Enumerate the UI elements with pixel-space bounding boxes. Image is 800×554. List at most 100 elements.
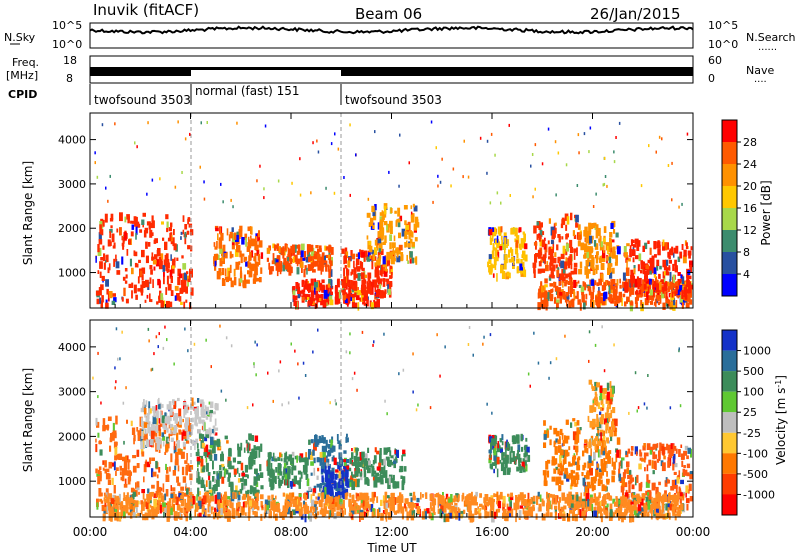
range-gate-echo (321, 259, 324, 269)
range-gate-echo (313, 262, 316, 267)
range-gate-echo (364, 274, 367, 279)
range-gate-echo (194, 509, 197, 517)
sparse-echo (200, 121, 202, 125)
range-gate-echo (380, 467, 384, 474)
range-gate-echo (226, 276, 229, 283)
range-gate-echo (586, 230, 590, 238)
range-gate-echo (557, 256, 560, 264)
range-gate-echo (167, 438, 170, 442)
range-gate-echo (395, 449, 399, 458)
range-gate-echo (292, 290, 296, 296)
range-gate-echo (553, 427, 558, 435)
scatter-region-1 (95, 212, 194, 310)
range-gate-echo (404, 242, 407, 248)
range-gate-echo (162, 237, 165, 241)
range-gate-echo (612, 294, 615, 300)
sparse-echo (264, 124, 267, 128)
range-gate-echo (409, 251, 413, 258)
range-gate-echo (141, 219, 145, 225)
sparse-echo (576, 184, 579, 187)
range-gate-echo (651, 293, 655, 301)
range-gate-echo (200, 479, 205, 488)
range-gate-echo (680, 503, 684, 510)
range-gate-echo (655, 501, 657, 509)
range-gate-echo (165, 489, 169, 497)
range-gate-echo (126, 492, 129, 497)
sparse-echo (450, 184, 452, 188)
range-gate-echo (553, 468, 557, 474)
range-gate-echo (402, 476, 405, 484)
sparse-echo (349, 193, 351, 197)
range-gate-echo (413, 223, 418, 231)
range-gate-echo (343, 450, 347, 454)
range-gate-echo (678, 486, 681, 490)
range-gate-echo (561, 467, 563, 474)
range-gate-echo (329, 265, 332, 271)
range-gate-echo (663, 455, 666, 460)
range-gate-echo (219, 239, 223, 244)
range-gate-echo (560, 253, 565, 260)
range-gate-echo (544, 290, 548, 298)
range-gate-echo (673, 471, 677, 475)
sparse-echo (557, 151, 560, 155)
range-gate-echo (558, 235, 561, 242)
sparse-echo (554, 140, 557, 144)
range-gate-echo (541, 239, 546, 248)
range-gate-echo (164, 493, 167, 501)
range-gate-echo (156, 505, 160, 509)
range-gate-echo (615, 496, 618, 501)
range-gate-echo (316, 483, 321, 488)
range-gate-echo (228, 472, 231, 478)
range-gate-echo (640, 507, 644, 512)
range-gate-echo (641, 285, 645, 293)
range-gate-echo (352, 297, 355, 303)
range-gate-echo (113, 461, 116, 471)
range-gate-echo (253, 500, 257, 506)
range-gate-echo (337, 465, 340, 470)
range-gate-echo (659, 442, 662, 451)
range-gate-echo (679, 251, 683, 259)
freq-label-line2: [MHz] (6, 69, 38, 82)
range-gate-echo (185, 464, 188, 471)
range-gate-echo (412, 495, 416, 501)
range-gate-echo (374, 301, 377, 308)
range-gate-echo (489, 233, 492, 240)
range-gate-echo (388, 259, 390, 266)
range-gate-echo (115, 254, 117, 262)
range-gate-echo (566, 301, 568, 307)
range-gate-echo (394, 449, 396, 454)
range-gate-echo (385, 470, 388, 479)
range-gate-echo (150, 439, 154, 444)
range-gate-echo (191, 417, 194, 423)
range-gate-echo (273, 476, 276, 483)
range-gate-echo (680, 444, 683, 448)
range-gate-echo (629, 245, 632, 251)
range-gate-echo (157, 278, 161, 286)
range-gate-echo (254, 493, 257, 497)
range-gate-echo (667, 283, 672, 289)
range-gate-echo (247, 489, 250, 494)
range-gate-echo (348, 296, 351, 304)
range-gate-echo (306, 478, 310, 487)
range-gate-echo (275, 495, 277, 500)
range-gate-echo (563, 456, 567, 464)
freq-right-tick-bottom: 0 (708, 72, 715, 85)
range-gate-echo (641, 458, 645, 462)
range-gate-echo (98, 287, 102, 296)
range-gate-echo (595, 224, 599, 230)
range-gate-echo (286, 506, 291, 515)
range-gate-echo (99, 224, 102, 234)
range-gate-echo (655, 283, 659, 293)
range-gate-echo (609, 271, 613, 279)
range-gate-echo (293, 501, 297, 507)
range-gate-echo (622, 272, 626, 281)
range-gate-echo (673, 252, 675, 258)
range-gate-echo (652, 500, 656, 510)
range-gate-echo (502, 467, 507, 476)
range-gate-echo (603, 457, 606, 464)
range-gate-echo (197, 468, 199, 477)
range-gate-echo (121, 476, 124, 481)
range-gate-echo (558, 262, 562, 267)
range-gate-echo (506, 455, 509, 460)
range-gate-echo (371, 465, 375, 470)
